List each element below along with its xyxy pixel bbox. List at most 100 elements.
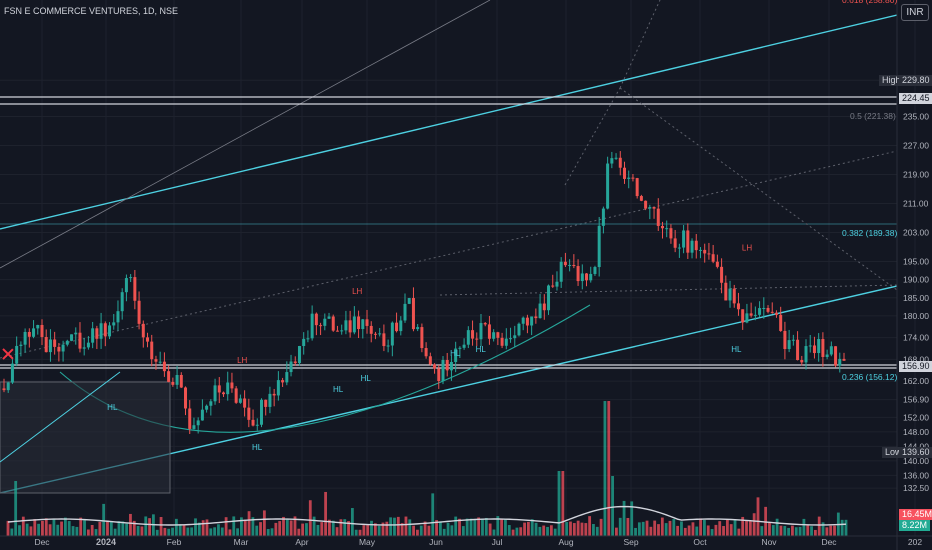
candle-body	[365, 319, 369, 326]
volume-bar	[542, 525, 546, 536]
volume-bar	[595, 526, 599, 536]
volume-bar	[106, 520, 109, 536]
candle-body	[648, 207, 652, 209]
volume-bar	[461, 526, 465, 536]
fib-label-f0382: 0.382 (189.38)	[842, 228, 897, 238]
volume-bar	[377, 525, 381, 536]
volume-bar	[756, 497, 760, 536]
candle-body	[297, 345, 301, 364]
volume-bar	[6, 520, 10, 536]
volume-bar	[289, 520, 293, 536]
structure-label: HL	[476, 345, 487, 354]
candle-body	[48, 339, 52, 353]
structure-labels-layer: HL LH HL HL LH HL HL HL LH HL	[107, 244, 752, 452]
volume-bar	[511, 529, 515, 536]
y-tick-label: 180.00	[903, 311, 929, 321]
volume-bar	[572, 523, 576, 536]
volume-bar	[236, 528, 239, 536]
y-tick-label: 140.00	[903, 456, 929, 466]
candle-body	[542, 303, 546, 311]
volume-bar	[798, 526, 802, 536]
volume-bar	[458, 518, 461, 536]
volume-bar	[33, 519, 37, 536]
volume-bar	[423, 521, 427, 536]
volume-bar	[247, 511, 251, 536]
x-tick-label: 2024	[96, 537, 116, 547]
candle-body	[369, 325, 373, 334]
candle-body	[10, 363, 14, 383]
candle-body	[192, 425, 196, 429]
candle-body	[32, 328, 36, 337]
candle-body	[390, 322, 394, 346]
candle-body	[698, 249, 702, 251]
candle-body	[783, 330, 787, 350]
volume-bar	[366, 524, 370, 536]
candle-body	[226, 382, 230, 395]
volume-bar	[569, 521, 572, 536]
y-tick-label: 156.90	[903, 395, 929, 405]
volume-bar	[217, 524, 220, 536]
candle-body	[627, 177, 631, 179]
time-axis[interactable]: Dec 2024 Feb Mar Apr May Jun Jul Aug Sep Oct Nov Dec…	[34, 537, 922, 547]
candle-body	[703, 249, 707, 254]
volume-bar	[213, 527, 217, 536]
candle-body	[399, 320, 403, 332]
volume-bar	[324, 491, 327, 536]
volume-bar	[699, 518, 702, 536]
volume-bar	[335, 527, 339, 536]
volume-bar	[83, 520, 86, 536]
candle-body	[454, 348, 458, 362]
x-tick-label: Dec	[821, 537, 837, 547]
candle-body	[466, 330, 470, 345]
candle-body	[234, 388, 238, 403]
candle-body	[618, 157, 622, 168]
volume-bar	[270, 528, 274, 536]
candle-body	[150, 341, 154, 360]
candle-body	[483, 323, 487, 325]
volume-bar	[771, 525, 775, 536]
volume-bar	[98, 521, 102, 536]
volume-bar	[829, 525, 833, 536]
volume-ma-value: 8.22M	[899, 520, 931, 531]
volume-bar	[722, 526, 725, 536]
volume-bar	[282, 516, 285, 536]
volume-bar	[783, 525, 787, 536]
volume-bar	[817, 516, 821, 536]
volume-latest-value: 16.45M	[899, 509, 932, 520]
volume-bar	[519, 527, 523, 536]
volume-bar	[588, 516, 592, 536]
close-icon[interactable]	[2, 348, 14, 360]
candle-body	[471, 330, 475, 339]
candle-body	[2, 388, 6, 391]
y-tick-label: 185.00	[903, 293, 929, 303]
candle-body	[585, 273, 589, 281]
candle-body	[424, 348, 428, 357]
volume-bar	[557, 471, 561, 536]
volume-bar	[18, 525, 21, 536]
currency-badge[interactable]: INR	[901, 4, 929, 21]
volume-bar	[102, 503, 106, 536]
volume-bar	[435, 520, 438, 536]
volume-bar	[507, 525, 511, 536]
volume-bar	[148, 518, 151, 536]
candle-body	[302, 338, 306, 346]
candle-body	[475, 338, 479, 340]
volume-bar	[10, 528, 14, 536]
volume-bar	[630, 501, 634, 536]
volume-bar	[56, 524, 60, 536]
fib-label-f0236: 0.236 (156.12)	[842, 372, 897, 382]
candle-body	[137, 300, 141, 324]
structure-label: HL	[731, 345, 742, 354]
candle-body	[108, 325, 112, 337]
x-tick-label: Nov	[761, 537, 777, 547]
volume-bar	[523, 522, 526, 536]
volume-bar	[343, 519, 347, 536]
volume-bar	[117, 521, 121, 536]
candle-body	[319, 325, 323, 327]
candle-body	[120, 292, 124, 312]
volume-bar	[240, 517, 243, 536]
volume-bar	[737, 528, 741, 536]
volume-bar	[668, 520, 672, 536]
symbol-title[interactable]: FSN E COMMERCE VENTURES, 1D, NSE	[4, 6, 179, 16]
